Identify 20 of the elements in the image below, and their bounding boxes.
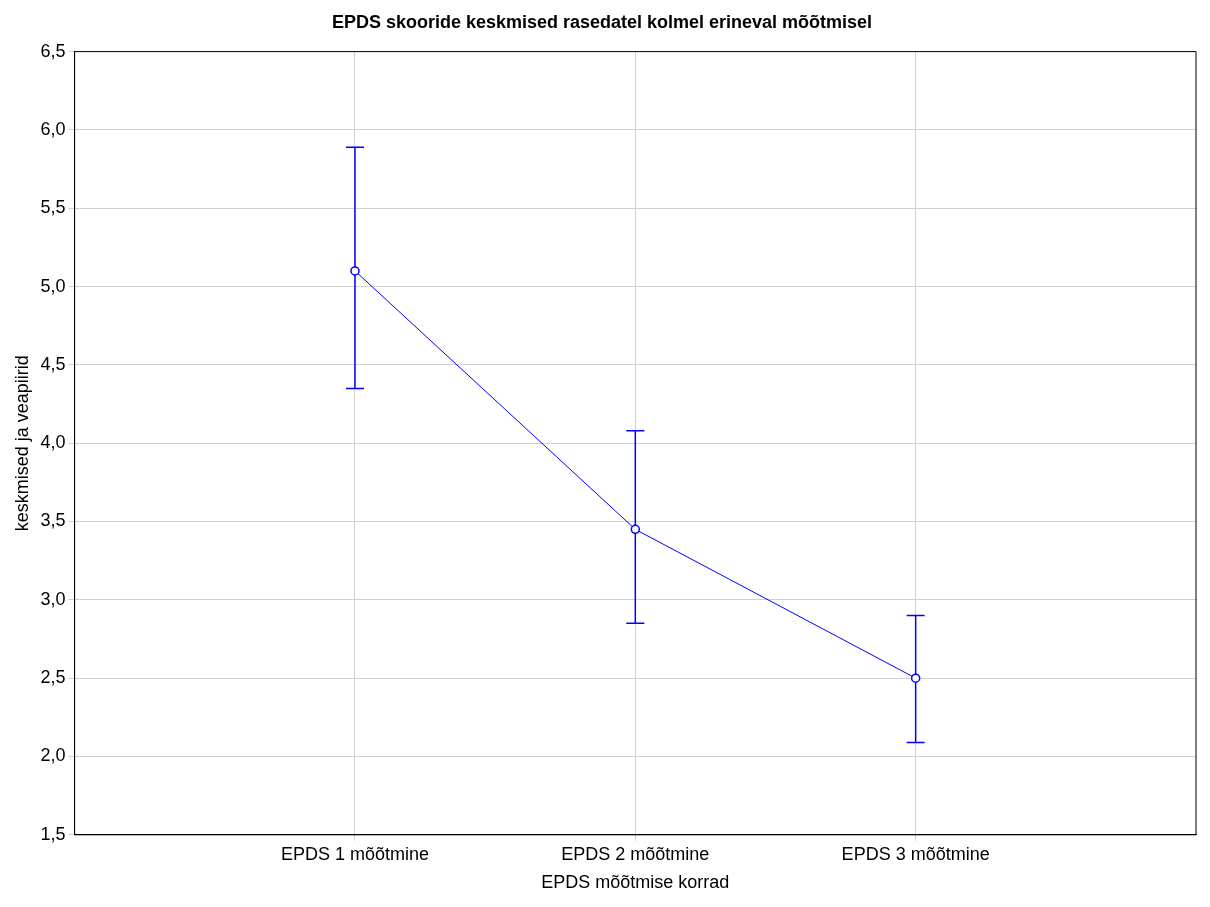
y-tick-label: 5,0 — [40, 275, 66, 296]
y-tick-label: 4,0 — [40, 432, 66, 453]
chart-title: EPDS skooride keskmised rasedatel kolmel erineval mõõtmisel — [331, 11, 873, 32]
y-tick-label: 6,0 — [40, 118, 66, 139]
y-tick-label: 5,5 — [40, 197, 66, 218]
y-tick-label: 3,0 — [40, 588, 66, 609]
y-axis-title: keskmised ja veapiirid — [11, 355, 32, 532]
x-tick-label: EPDS 1 mõõtmine — [280, 843, 429, 864]
point — [630, 524, 641, 535]
y-tick-label: 2,5 — [40, 667, 66, 688]
point — [350, 266, 360, 276]
y-tick-label: 1,5 — [40, 823, 66, 844]
y-tick-label: 4,5 — [40, 353, 66, 374]
point — [910, 673, 921, 683]
x-tick-label: EPDS 2 mõõtmine — [561, 843, 710, 864]
x-tick-label: EPDS 3 mõõtmine — [841, 843, 990, 864]
x-axis-title: EPDS mõõtmise korrad — [541, 872, 730, 893]
y-tick-label: 6,5 — [40, 40, 66, 61]
y-tick-label: 3,5 — [40, 510, 66, 531]
y-tick-label: 2,0 — [40, 745, 66, 766]
